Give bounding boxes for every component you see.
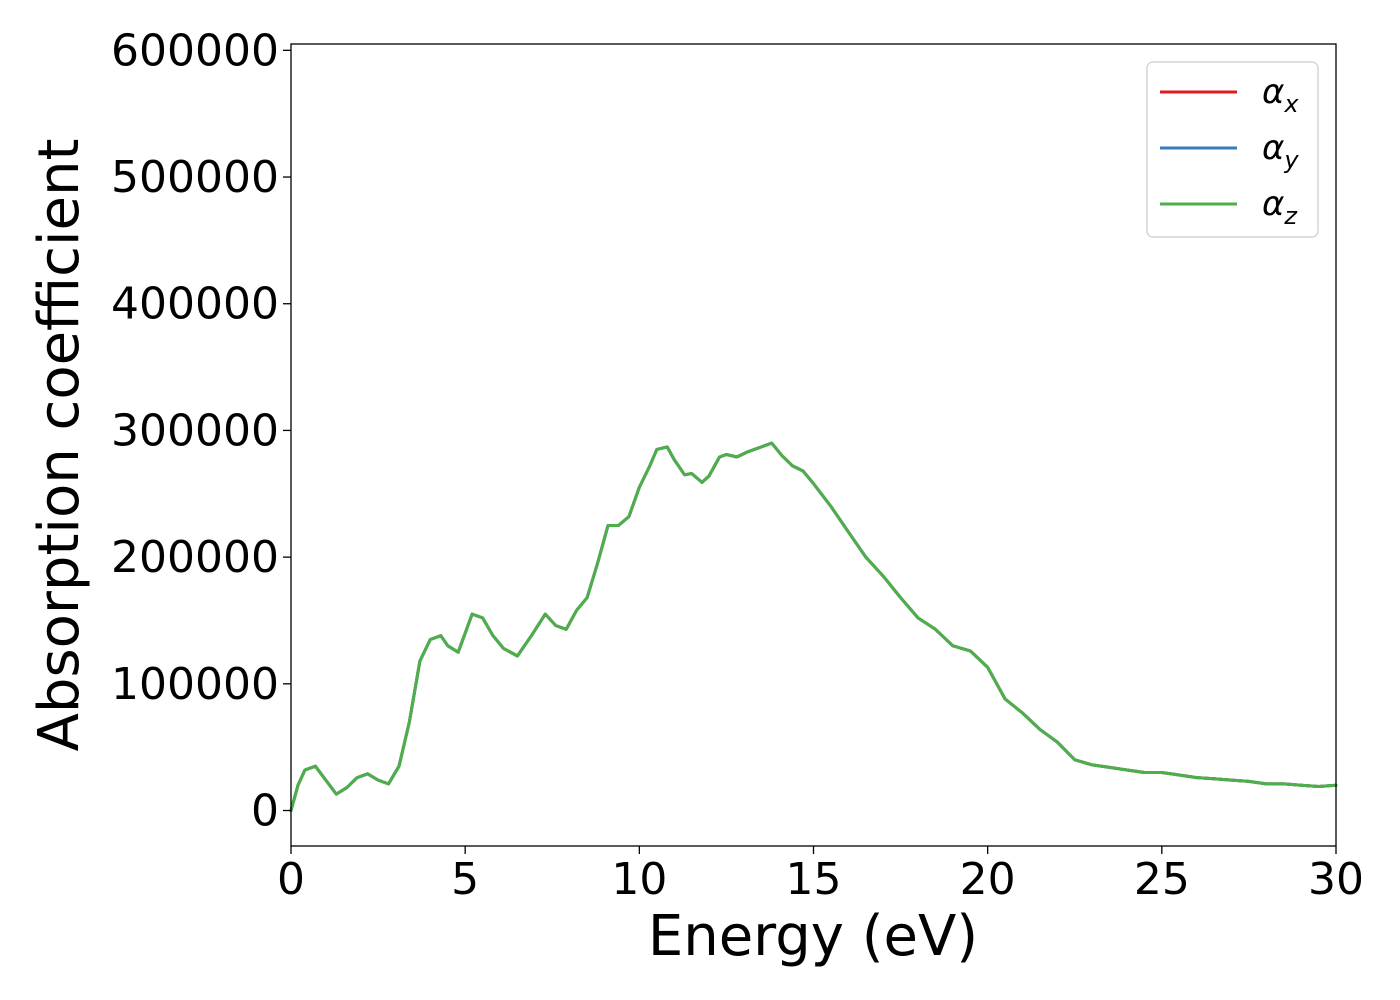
legend-symbol: α [1262,72,1284,112]
series-layer [289,441,1338,812]
x-tick-label: 0 [277,854,305,905]
legend-label-x: αx [1262,72,1299,118]
x-tick-label: 5 [451,854,479,905]
x-tick-label: 20 [960,854,1016,905]
legend-subscript: x [1283,90,1299,118]
y-axis-ticks: 0 100000 200000 300000 400000 500000 600000 [111,25,291,837]
legend-label-z: αz [1262,184,1298,230]
x-tick-label: 15 [786,854,842,905]
x-tick-label: 25 [1134,854,1190,905]
legend-subscript: y [1283,146,1299,174]
x-tick-label: 30 [1308,854,1364,905]
y-tick-label: 600000 [111,25,279,76]
series-line-1 [289,441,1338,812]
x-axis-title: Energy (eV) [648,904,978,969]
legend-subscript: z [1283,202,1298,230]
series-line-2 [289,441,1338,812]
x-axis-ticks: 0 5 10 15 20 25 30 [277,846,1364,905]
y-axis-title: Absorption coefficient [27,139,92,752]
y-tick-label: 500000 [111,152,279,203]
y-tick-label: 100000 [111,659,279,710]
y-tick-label: 300000 [111,405,279,456]
legend-symbol: α [1262,184,1284,224]
x-tick-label: 10 [611,854,667,905]
legend-symbol: α [1262,128,1284,168]
y-tick-label: 200000 [111,532,279,583]
y-tick-label: 400000 [111,279,279,330]
y-tick-label: 0 [251,786,279,837]
series-line-0 [289,441,1338,812]
legend-label-y: αy [1262,128,1299,174]
